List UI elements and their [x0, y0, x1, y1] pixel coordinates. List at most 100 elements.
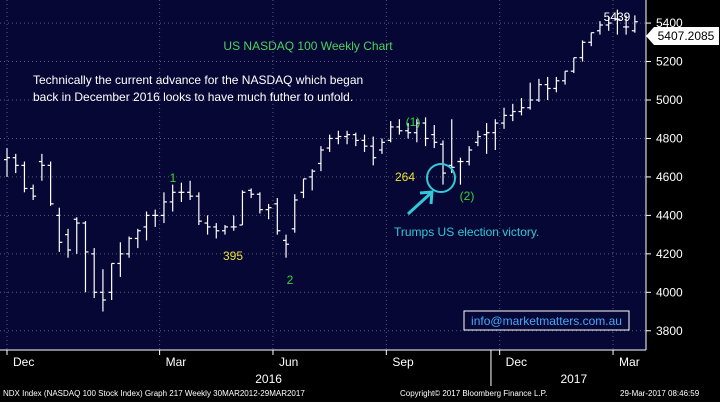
ohlc-bar-week-8 — [73, 217, 80, 254]
plot-background — [0, 0, 646, 350]
ohlc-bar-week-21 — [187, 180, 194, 200]
y-tick-label-3800: 3800 — [656, 324, 683, 338]
ohlc-bar-week-43 — [378, 138, 385, 154]
ohlc-bar-week-12 — [108, 262, 115, 300]
ohlc-bar-week-29 — [256, 192, 263, 214]
ohlc-bar-week-22 — [195, 192, 202, 225]
x-year-label-2017: 2017 — [560, 372, 587, 386]
ohlc-bar-week-16 — [143, 211, 150, 241]
email-box — [463, 310, 630, 331]
ohlc-bar-week-57 — [501, 107, 508, 129]
axes — [0, 0, 647, 351]
ohlc-bar-week-9 — [82, 221, 89, 293]
y-tick-label-4000: 4000 — [656, 285, 683, 299]
ohlc-bar-week-52 — [457, 157, 464, 185]
ohlc-bar-week-27 — [239, 190, 246, 226]
ohlc-bar-week-42 — [370, 136, 377, 166]
ohlc-bar-week-51 — [448, 119, 455, 174]
ohlc-bar-week-4 — [38, 153, 45, 181]
ohlc-bar-week-26 — [230, 215, 237, 231]
axis-background-right — [646, 0, 720, 386]
y-tick-label-4600: 4600 — [656, 170, 683, 184]
ohlc-bar-week-25 — [222, 225, 228, 235]
ohlc-bar-week-34 — [300, 178, 307, 199]
wave-264-label: 264 — [395, 170, 415, 184]
ohlc-bar-week-45 — [396, 119, 403, 135]
ohlc-bar-week-36 — [317, 146, 324, 172]
x-month-label-0: Dec — [13, 355, 34, 369]
ohlc-bar-week-40 — [352, 132, 359, 147]
ohlc-bar-week-30 — [265, 203, 272, 220]
nasdaq-weekly-chart: 3800 4000 4200 4400 4600 4800 5000 5200 5400 Dec… — [0, 0, 720, 386]
ohlc-bar-week-37 — [326, 134, 333, 152]
ohlc-bar-week-6 — [56, 207, 63, 252]
election-low-highlight — [426, 163, 456, 193]
ohlc-bars — [4, 9, 638, 312]
ohlc-bar-week-13 — [117, 242, 124, 277]
ohlc-bar-week-38 — [335, 130, 342, 145]
ohlc-bar-week-2 — [21, 161, 28, 193]
ohlc-bar-week-19 — [169, 184, 176, 212]
y-tick-label-5200: 5200 — [656, 55, 683, 69]
ohlc-bar-week-59 — [518, 98, 525, 116]
election-annotation: Trumps US election victory. — [394, 225, 539, 239]
ohlc-bar-week-44 — [387, 121, 394, 143]
y-tick-label-4800: 4800 — [656, 131, 683, 145]
ohlc-bar-week-10 — [91, 248, 98, 299]
last-price-label: 5407.2085 — [658, 29, 715, 43]
x-month-label-2: Jun — [279, 355, 298, 369]
y-tick-label-4200: 4200 — [656, 247, 683, 261]
y-tick-labels: 3800 4000 4200 4400 4600 4800 5000 5200 5400 — [646, 16, 683, 338]
ohlc-bar-week-5 — [47, 161, 54, 206]
footer-timestamp: 29-Mar-2017 08:46:59 — [620, 389, 700, 398]
axis-background-bottom — [0, 350, 646, 386]
wave-paren-2-label: (2) — [460, 189, 475, 203]
ohlc-bar-week-55 — [483, 123, 490, 154]
ohlc-bar-week-60 — [527, 82, 534, 110]
x-month-label-4: Dec — [506, 355, 527, 369]
ohlc-bar-week-65 — [570, 57, 577, 74]
election-arrow — [406, 190, 434, 216]
ohlc-bar-week-64 — [562, 70, 569, 85]
ohlc-bar-week-56 — [492, 119, 499, 150]
ohlc-bar-week-54 — [474, 130, 481, 147]
y-tick-label-5400: 5400 — [656, 16, 683, 30]
ohlc-bar-week-67 — [588, 32, 595, 47]
footer-bar: NDX Index (NASDAQ 100 Stock Index) Graph… — [0, 386, 720, 402]
ohlc-bar-week-1 — [12, 153, 19, 174]
note-line-2: back in December 2016 looks to have much… — [33, 90, 353, 104]
x-month-label-3: Sep — [392, 355, 414, 369]
footer-copyright: Copyright© 2017 Bloomberg Finance L.P. — [400, 389, 548, 398]
ohlc-bar-week-14 — [126, 236, 133, 258]
ohlc-bar-week-33 — [291, 194, 298, 233]
ohlc-bar-week-7 — [65, 228, 72, 258]
ohlc-bar-week-72 — [631, 15, 638, 33]
last-price-box: 5407.2085 — [646, 27, 719, 45]
ohlc-bar-week-49 — [431, 125, 438, 149]
ohlc-bar-week-62 — [544, 76, 551, 100]
wave-1-early-label: 1 — [170, 171, 177, 185]
ohlc-bar-week-46 — [405, 123, 412, 139]
ohlc-bar-week-47 — [413, 119, 420, 143]
note-line-1: Technically the current advance for the … — [33, 73, 363, 87]
wave-2-early-label: 2 — [287, 273, 294, 287]
email-text: info@marketmatters.com.au — [471, 314, 622, 328]
ohlc-bar-week-58 — [509, 103, 516, 122]
ohlc-bar-week-11 — [99, 269, 106, 312]
ohlc-bar-week-32 — [283, 234, 290, 258]
ohlc-bar-week-35 — [309, 169, 316, 191]
ohlc-bar-week-68 — [596, 21, 603, 35]
ohlc-bar-week-66 — [579, 40, 586, 62]
ohlc-bar-week-24 — [213, 223, 220, 239]
ohlc-bar-week-69 — [605, 17, 612, 31]
ohlc-bar-week-53 — [466, 146, 473, 166]
y-tick-label-5000: 5000 — [656, 93, 683, 107]
x-month-label-1: Mar — [166, 355, 187, 369]
x-tick-labels: Dec Mar Jun Sep Dec Mar 2016 2017 — [6, 350, 640, 386]
ohlc-bar-week-18 — [160, 192, 167, 224]
ohlc-bar-week-0 — [4, 148, 10, 177]
x-month-label-5: Mar — [619, 355, 640, 369]
footer-security-info: NDX Index (NASDAQ 100 Stock Index) Graph… — [3, 389, 305, 398]
ohlc-bar-week-28 — [248, 188, 255, 199]
x-year-label-2016: 2016 — [255, 372, 282, 386]
